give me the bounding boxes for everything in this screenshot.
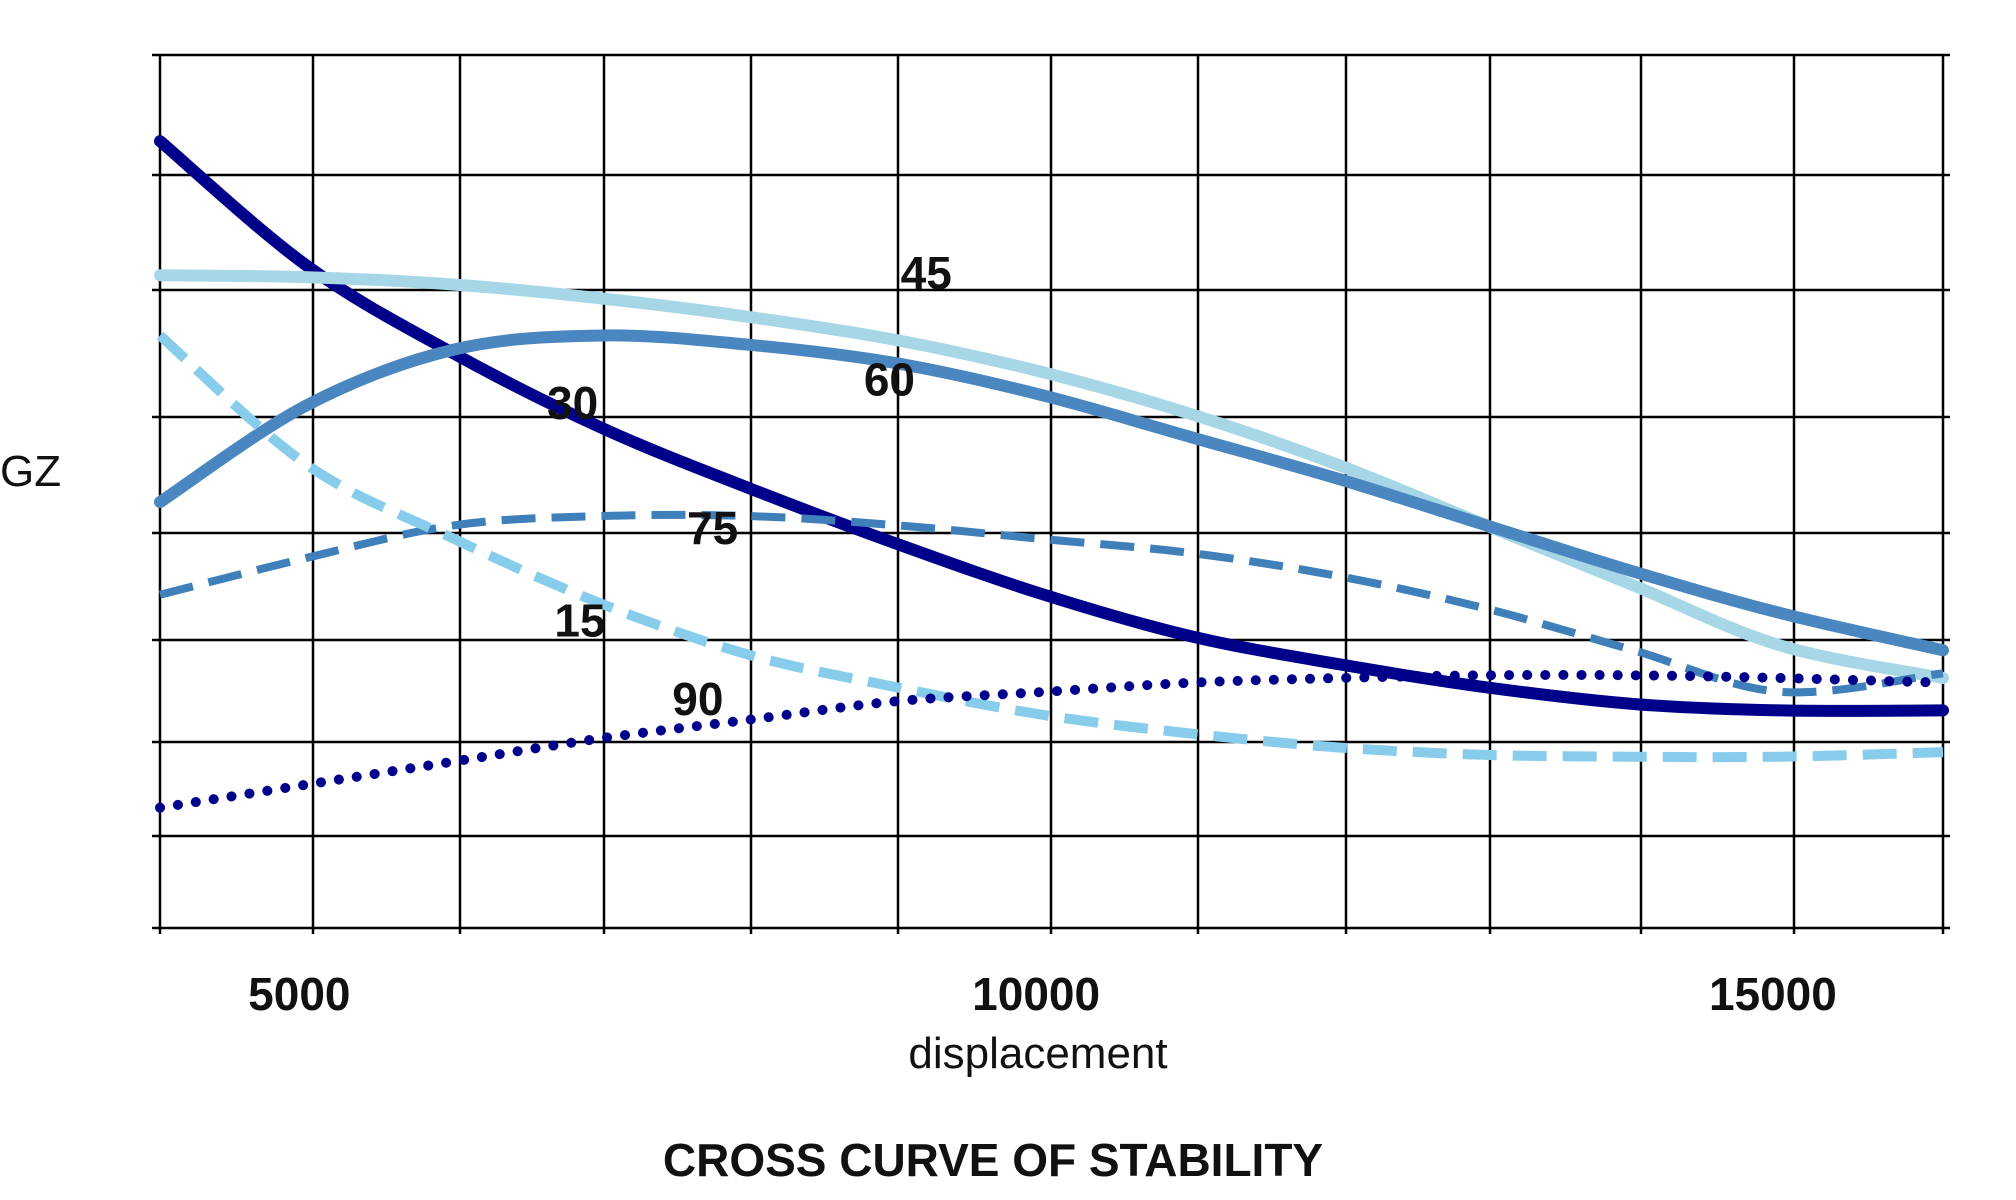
x-axis-label: displacement [908,1029,1167,1078]
y-axis-label: GZ [0,447,61,496]
curve-label-75: 75 [687,502,738,554]
plot-grid [152,53,1950,934]
curve-label-60: 60 [864,354,915,406]
x-axis-ticks: 5000 10000 15000 [248,968,1837,1020]
series-line-15 [156,331,1944,763]
x-tick-label-5000: 5000 [248,968,350,1020]
series-line-75 [159,510,1944,697]
curve-label-30: 30 [547,377,598,429]
series-lines [154,135,1949,813]
x-tick-label-15000: 15000 [1709,968,1837,1020]
series-line-90 [155,669,1948,813]
series-line-45 [154,269,1949,684]
chart-title: CROSS CURVE OF STABILITY [663,1134,1323,1186]
x-tick-label-10000: 10000 [972,968,1100,1020]
curve-label-15: 15 [554,594,605,646]
series-line-60 [154,329,1949,657]
curve-label-90: 90 [672,673,723,725]
curve-labels: 45 30 60 75 15 90 [547,247,952,725]
curve-label-45: 45 [901,247,952,299]
